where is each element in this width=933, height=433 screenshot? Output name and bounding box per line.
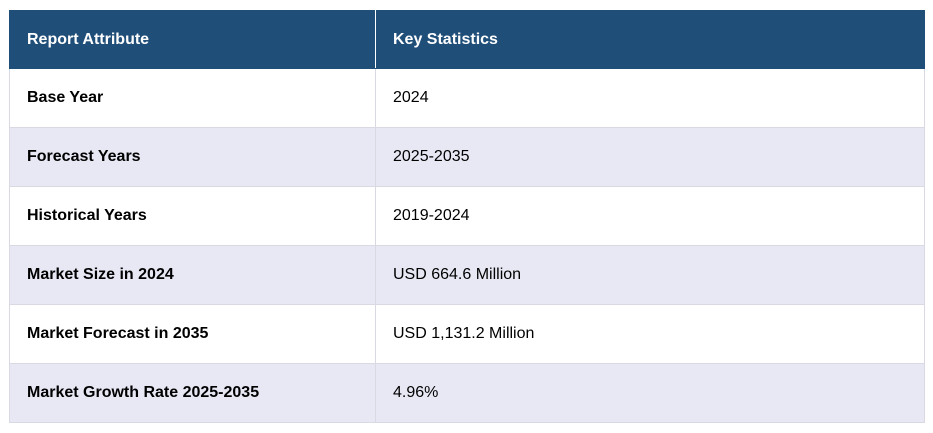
- row-attribute: Historical Years: [9, 186, 376, 246]
- row-value: USD 664.6 Million: [375, 245, 925, 305]
- table-body: Base Year 2024 Forecast Years 2025-2035 …: [9, 68, 925, 423]
- table-row: Historical Years 2019-2024: [9, 186, 925, 246]
- table-row: Market Growth Rate 2025-2035 4.96%: [9, 363, 925, 423]
- row-attribute: Market Size in 2024: [9, 245, 376, 305]
- table-row: Market Forecast in 2035 USD 1,131.2 Mill…: [9, 304, 925, 364]
- table-header: Report Attribute Key Statistics: [9, 10, 925, 69]
- column-header-key-statistics: Key Statistics: [375, 10, 925, 69]
- report-statistics-table-container: Report Attribute Key Statistics Base Yea…: [9, 10, 925, 423]
- row-value: 2024: [375, 68, 925, 128]
- column-header-report-attribute: Report Attribute: [9, 10, 376, 69]
- table-row: Market Size in 2024 USD 664.6 Million: [9, 245, 925, 305]
- row-attribute: Forecast Years: [9, 127, 376, 187]
- row-value: 2019-2024: [375, 186, 925, 246]
- row-attribute: Base Year: [9, 68, 376, 128]
- table-row: Base Year 2024: [9, 68, 925, 128]
- header-row: Report Attribute Key Statistics: [9, 10, 925, 69]
- row-value: 2025-2035: [375, 127, 925, 187]
- table-row: Forecast Years 2025-2035: [9, 127, 925, 187]
- row-value: 4.96%: [375, 363, 925, 423]
- report-statistics-table: Report Attribute Key Statistics Base Yea…: [9, 10, 925, 423]
- row-attribute: Market Growth Rate 2025-2035: [9, 363, 376, 423]
- row-value: USD 1,131.2 Million: [375, 304, 925, 364]
- row-attribute: Market Forecast in 2035: [9, 304, 376, 364]
